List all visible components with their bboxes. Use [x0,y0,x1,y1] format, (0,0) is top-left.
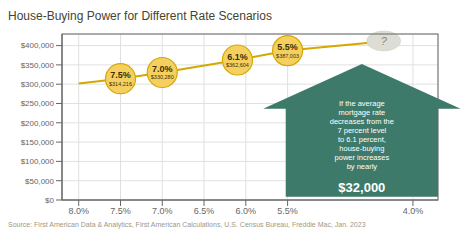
svg-text:6.1%: 6.1% [227,52,248,62]
svg-text:5.5%: 5.5% [277,206,298,216]
svg-text:$250,000: $250,000 [21,99,55,108]
svg-text:6.5%: 6.5% [194,206,215,216]
svg-text:7.0%: 7.0% [152,206,173,216]
svg-text:$400,000: $400,000 [21,41,55,50]
svg-text:If the average: If the average [339,99,385,108]
svg-text:$100,000: $100,000 [21,157,55,166]
svg-text:house-buying: house-buying [339,144,384,153]
svg-text:$32,000: $32,000 [338,180,385,195]
svg-text:4.0%: 4.0% [403,206,424,216]
svg-text:$150,000: $150,000 [21,138,55,147]
svg-text:?: ? [381,35,388,47]
svg-text:$0: $0 [45,196,54,205]
html-text:Source: First American Data &: Source: First American Data & Analytics,… [8,221,366,228]
svg-text:$350,000: $350,000 [21,61,55,70]
svg-text:7.0%: 7.0% [152,64,173,74]
svg-text:power increases: power increases [335,153,390,162]
svg-text:decreases from the: decreases from the [330,117,394,126]
html-text:House-Buying Power for Differe: House-Buying Power for Different Rate Sc… [8,9,272,23]
svg-text:7.5%: 7.5% [110,70,131,80]
svg-text:$330,280: $330,280 [151,74,174,80]
svg-text:mortgage rate: mortgage rate [339,108,386,117]
svg-text:7 percent level: 7 percent level [337,126,386,135]
svg-text:$362,604: $362,604 [226,62,249,68]
svg-text:to 6.1 percent,: to 6.1 percent, [338,135,386,144]
svg-text:$300,000: $300,000 [21,80,55,89]
svg-text:$387,003: $387,003 [276,53,299,59]
svg-text:$314,216: $314,216 [109,81,132,87]
svg-text:6.0%: 6.0% [236,206,257,216]
svg-text:by nearly: by nearly [347,162,378,171]
svg-text:7.5%: 7.5% [110,206,131,216]
svg-text:8.0%: 8.0% [68,206,89,216]
svg-text:$50,000: $50,000 [25,177,54,186]
svg-text:5.5%: 5.5% [277,42,298,52]
svg-text:$200,000: $200,000 [21,119,55,128]
